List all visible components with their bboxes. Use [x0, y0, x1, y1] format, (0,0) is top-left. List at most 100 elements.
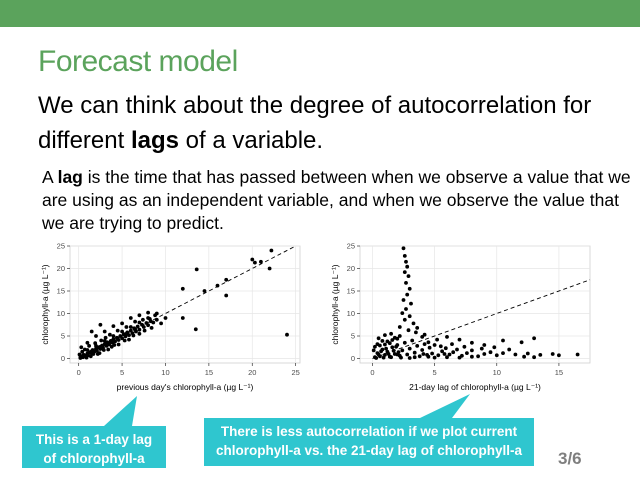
data-point: [387, 341, 392, 346]
data-point: [141, 317, 145, 322]
data-point: [131, 333, 136, 338]
data-point: [405, 352, 410, 357]
data-point: [379, 349, 383, 354]
data-point: [79, 345, 84, 350]
data-point: [450, 342, 454, 346]
data-point: [494, 353, 499, 358]
x-tick-label: 0: [77, 368, 81, 377]
data-point: [482, 343, 487, 347]
data-point: [85, 340, 90, 345]
data-point: [95, 348, 99, 353]
data-point: [250, 257, 255, 262]
y-tick-label: 20: [347, 264, 355, 273]
right-callout-pointer: [420, 394, 470, 418]
y-tick-label: 10: [347, 309, 355, 318]
data-point: [128, 325, 133, 329]
data-point: [111, 324, 116, 328]
scatter-plot-svg: 0 5 10 15 0 5 10 15 20 25 21-day lag of chlorophyl…: [330, 242, 591, 392]
one-day-lag-callout: This is a 1-day lag of chlorophyll-a: [22, 426, 166, 468]
data-point: [415, 326, 420, 330]
y-tick-label: 0: [351, 354, 355, 363]
data-point: [470, 340, 474, 345]
data-point: [394, 344, 398, 349]
data-point: [432, 343, 437, 347]
data-point: [519, 340, 524, 345]
data-point: [445, 335, 449, 339]
data-point: [513, 352, 518, 357]
data-point: [102, 329, 107, 334]
x-tick-label: 10: [493, 368, 501, 377]
data-point: [525, 351, 530, 356]
data-point: [407, 356, 412, 360]
data-point: [422, 342, 427, 346]
data-point: [180, 286, 185, 291]
data-point: [451, 350, 456, 355]
data-point: [94, 344, 98, 348]
data-point: [224, 277, 229, 282]
data-point: [538, 353, 543, 357]
x-tick-label: 5: [120, 368, 124, 377]
data-point: [422, 332, 427, 337]
data-point: [390, 338, 395, 342]
data-point: [457, 337, 462, 342]
data-point: [142, 328, 147, 333]
data-point: [412, 355, 417, 360]
data-point: [442, 352, 447, 356]
data-point: [405, 264, 410, 269]
definition-text-end: is the time that has passed between when…: [42, 167, 631, 233]
data-point: [501, 351, 505, 355]
data-point: [137, 331, 142, 336]
data-point: [470, 348, 474, 353]
data-point: [426, 340, 431, 345]
data-point: [124, 325, 129, 329]
reference-line: [372, 279, 591, 359]
data-point: [445, 355, 449, 360]
data-point: [426, 354, 431, 359]
data-point: [94, 334, 98, 338]
headline-bold-term: lags: [130, 127, 179, 154]
data-point: [373, 344, 377, 349]
data-point: [410, 338, 415, 343]
data-point: [137, 320, 142, 325]
data-point: [470, 354, 474, 359]
y-tick-label: 25: [347, 242, 355, 251]
slide-title: Forecast model: [38, 45, 238, 78]
y-tick-label: 25: [57, 242, 65, 251]
data-point: [401, 298, 406, 302]
data-point: [395, 336, 400, 341]
x-tick-label: 5: [433, 368, 437, 377]
data-point: [400, 348, 405, 353]
x-axis-label: previous day's chlorophyll-a (µg L⁻¹): [117, 382, 254, 392]
x-axis-label: 21-day lag of chlorophyll-a (µg L⁻¹): [409, 382, 541, 392]
reference-line: [78, 245, 296, 359]
data-point: [401, 246, 406, 251]
data-point: [99, 338, 104, 343]
data-point: [457, 355, 462, 360]
data-point: [137, 327, 142, 332]
data-point: [111, 334, 116, 338]
data-point: [411, 321, 416, 326]
data-point: [522, 354, 526, 359]
data-point: [414, 330, 418, 335]
data-point: [443, 346, 448, 351]
lag-definition: A lag is the time that has passed betwee…: [42, 166, 632, 235]
data-point: [438, 344, 443, 349]
data-point: [420, 348, 425, 352]
data-point: [85, 348, 90, 352]
data-point: [151, 320, 156, 325]
data-point: [120, 321, 124, 326]
x-tick-label: 15: [555, 368, 563, 377]
data-point: [455, 347, 459, 352]
data-point: [397, 325, 402, 329]
x-tick-label: 15: [205, 368, 213, 377]
data-point: [97, 351, 102, 355]
data-point: [406, 328, 411, 333]
data-point: [87, 344, 91, 348]
y-tick-label: 0: [61, 354, 65, 363]
left-callout-pointer: [104, 396, 137, 426]
y-tick-label: 15: [347, 287, 355, 296]
data-point: [482, 352, 487, 356]
headline-text-start: We can think about the degree of autocor…: [38, 92, 592, 154]
data-point: [127, 337, 131, 342]
data-point: [116, 342, 121, 347]
